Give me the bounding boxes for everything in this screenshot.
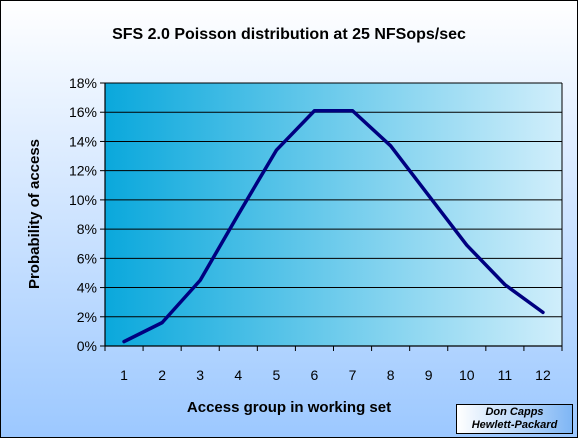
- x-tick-label: 7: [349, 367, 357, 383]
- x-tick-label: 11: [498, 367, 513, 383]
- x-tick-label: 6: [311, 367, 319, 383]
- x-tick-label: 12: [535, 367, 551, 383]
- data-point: [274, 148, 278, 152]
- y-tick-label: 6%: [77, 250, 97, 266]
- data-point: [160, 321, 164, 325]
- x-tick-label: 8: [387, 367, 395, 383]
- x-tick-label: 10: [459, 367, 475, 383]
- data-point: [465, 243, 469, 247]
- data-point: [236, 213, 240, 216]
- y-tick-label: 8%: [77, 221, 97, 237]
- y-tick-label: 2%: [77, 309, 97, 325]
- y-tick-labels: 0% 2% 4% 6% 8% 10% 12% 14% 16% 18%: [69, 75, 97, 354]
- data-point: [389, 144, 393, 148]
- x-tick-label: 9: [425, 367, 433, 383]
- chart-title: SFS 2.0 Poisson distribution at 25 NFSop…: [112, 26, 466, 43]
- y-tick-label: 4%: [77, 280, 97, 296]
- series: [122, 109, 545, 344]
- gridlines: [105, 82, 562, 318]
- author-credit-box: Don Capps Hewlett-Packard: [456, 404, 573, 434]
- x-tick-label: 2: [158, 367, 166, 383]
- series-line: [122, 109, 545, 344]
- y-tick-label: 10%: [69, 192, 97, 208]
- axes: [100, 82, 563, 351]
- x-axis-label: Access group in working set: [187, 399, 391, 416]
- x-tick-label: 3: [196, 367, 204, 383]
- plot-area: [105, 83, 562, 346]
- x-tick-label: 5: [272, 367, 280, 383]
- credit-company: Hewlett-Packard: [471, 419, 558, 431]
- y-tick-label: 12%: [69, 163, 97, 179]
- y-axis-label: Probability of access: [26, 139, 43, 289]
- x-tick-label: 1: [120, 367, 128, 383]
- data-point: [312, 109, 316, 113]
- x-tick-labels: 1 2 3 4 5 6 7 8 9 10 11 12: [120, 367, 551, 383]
- x-tick-label: 4: [234, 367, 242, 383]
- data-point: [198, 278, 202, 282]
- y-tick-label: 14%: [69, 133, 97, 149]
- y-tick-label: 16%: [69, 104, 97, 120]
- data-point: [122, 340, 126, 344]
- data-point: [351, 109, 355, 113]
- data-point: [503, 283, 507, 287]
- credit-name: Don Capps: [485, 406, 544, 418]
- y-tick-label: 18%: [69, 75, 97, 91]
- y-tick-label: 0%: [77, 338, 97, 354]
- data-point: [541, 310, 545, 314]
- data-point: [427, 194, 431, 198]
